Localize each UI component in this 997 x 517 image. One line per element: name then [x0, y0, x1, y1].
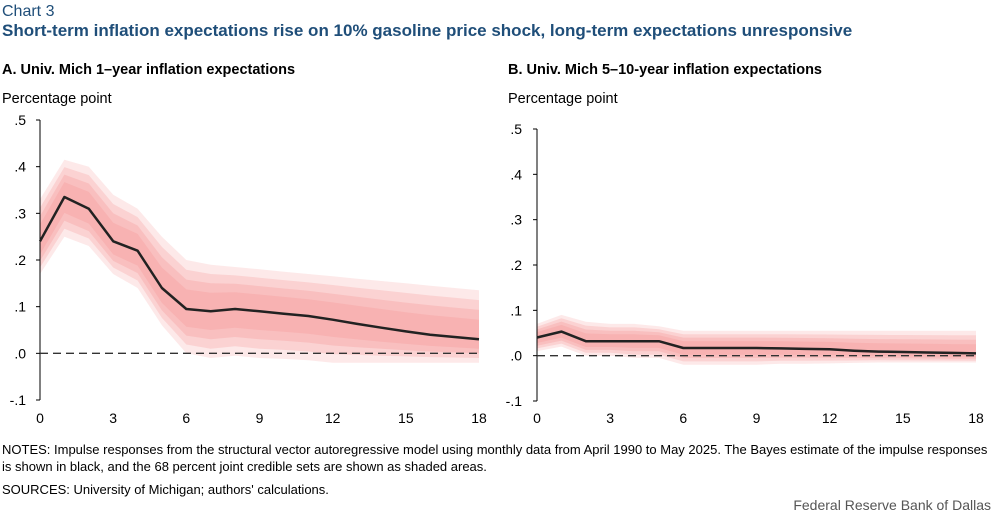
charts-canvas: .5 .4 .3 .2 .1 .0 -.1 0 3 6 9 12 15 18 .5 .4 .3 .2 .1 .0 -.1…: [10, 112, 984, 426]
chart-number: Chart 3: [2, 3, 55, 20]
notes-text: NOTES: Impulse responses from the struct…: [2, 442, 988, 474]
panel-b-xtick-label: 6: [679, 410, 687, 426]
panel-b-ytick-label: .0: [510, 348, 522, 364]
panel-b-xtick-label: 12: [822, 410, 838, 426]
panel-b-xtick-label: 9: [753, 410, 761, 426]
panel-b-ylabel: Percentage point: [508, 91, 618, 107]
panel-a-estimate-line: [38, 195, 480, 341]
panel-b-title: B. Univ. Mich 5–10-year inflation expect…: [508, 62, 822, 78]
panel-a-ytick-label: .1: [14, 299, 26, 315]
panel-a-xtick-label: 6: [182, 410, 190, 426]
panel-b-ytick-label: .1: [510, 302, 522, 318]
panel-b-xtick-label: 3: [606, 410, 614, 426]
panel-a-xtick-label: 0: [36, 410, 44, 426]
panel-b-ytick-label: -.1: [506, 393, 523, 409]
panel-b-xtick-label: 18: [968, 410, 984, 426]
chart-title: Short-term inflation expectations rise o…: [2, 21, 853, 40]
panel-b-estimate-line: [536, 330, 977, 355]
panel-a-ytick-label: -.1: [10, 392, 27, 408]
panel-b-ytick-label: .4: [510, 166, 522, 182]
credit-text: Federal Reserve Bank of Dallas: [793, 497, 991, 513]
sources-text: SOURCES: University of Michigan; authors…: [2, 482, 329, 497]
panel-a-xtick-label: 12: [325, 410, 341, 426]
panel-a-ytick-label: .0: [14, 345, 26, 361]
panel-a-ytick-label: .2: [14, 252, 26, 268]
panel-a-ytick-label: .5: [14, 112, 26, 128]
panel-a-ytick-label: .4: [14, 159, 26, 175]
panel-b-ytick-label: .2: [510, 257, 522, 273]
panel-a-xtick-label: 18: [471, 410, 487, 426]
panel-a-credible-band-3: [40, 182, 479, 349]
panel-b-ytick-label: .3: [510, 212, 522, 228]
panel-b-credible-band-3: [537, 324, 976, 357]
panel-a-xtick-label: 15: [398, 410, 414, 426]
panel-b-xtick-label: 0: [533, 410, 541, 426]
panel-a-xtick-label: 9: [256, 410, 264, 426]
panel-a-title: A. Univ. Mich 1–year inflation expectati…: [2, 62, 296, 78]
panel-b-ytick-label: .5: [510, 121, 522, 137]
panel-a-ylabel: Percentage point: [2, 91, 112, 107]
panel-a-xtick-label: 3: [109, 410, 117, 426]
panel-a-ytick-label: .3: [14, 205, 26, 221]
panel-b-xtick-label: 15: [895, 410, 911, 426]
